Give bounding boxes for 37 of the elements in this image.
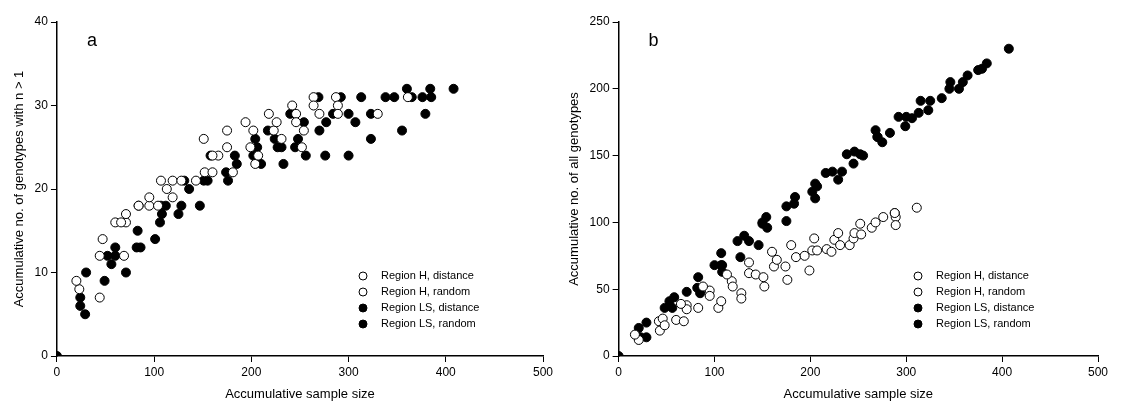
y-tick-label: 0 [41,348,49,363]
x-tick-label: 300 [896,364,917,379]
x-tick-label: 0 [615,364,623,379]
legend-label: Region LS, random [381,317,476,330]
x-tick-label: 400 [992,364,1013,379]
x-tick-label: 0 [53,364,61,379]
y-tick-label: 0 [602,348,610,363]
x-tick-label: 100 [144,364,165,379]
legend-label: Region H, distance [381,269,474,282]
legend-label: Region H, random [381,285,471,298]
x-tick-label: 300 [338,364,359,379]
legend-label: Region LS, random [936,317,1031,330]
y-tick-label: 100 [589,214,610,229]
y-tick-label: 200 [589,81,610,96]
legend-label: Region H, distance [936,269,1029,282]
x-tick-label: 200 [241,364,262,379]
legend-label: Region H, random [936,285,1026,298]
y-tick-label: 50 [596,281,610,296]
y-tick-label: 250 [589,14,610,29]
y-tick-label: 150 [589,147,610,162]
y-axis-title: Accumulative no. of genotypes with n > 1 [11,70,27,308]
annotation: a [86,29,98,50]
x-tick-label: 100 [704,364,725,379]
y-tick-label: 40 [34,14,49,29]
legend-label: Region LS, distance [381,301,480,314]
legend-label: Region LS, distance [936,301,1035,314]
y-tick-label: 20 [34,181,49,196]
y-axis-title: Accumulative no. of all genotypes [566,91,582,286]
annotation: b [648,29,659,50]
x-tick-label: 500 [1087,364,1109,379]
x-tick-label: 500 [532,364,554,379]
x-axis-title: Accumulative sample size [225,385,375,401]
x-axis-title: Accumulative sample size [783,385,934,401]
y-tick-label: 10 [34,264,49,279]
x-tick-label: 400 [435,364,457,379]
y-tick-label: 30 [34,97,49,112]
x-tick-label: 200 [800,364,821,379]
